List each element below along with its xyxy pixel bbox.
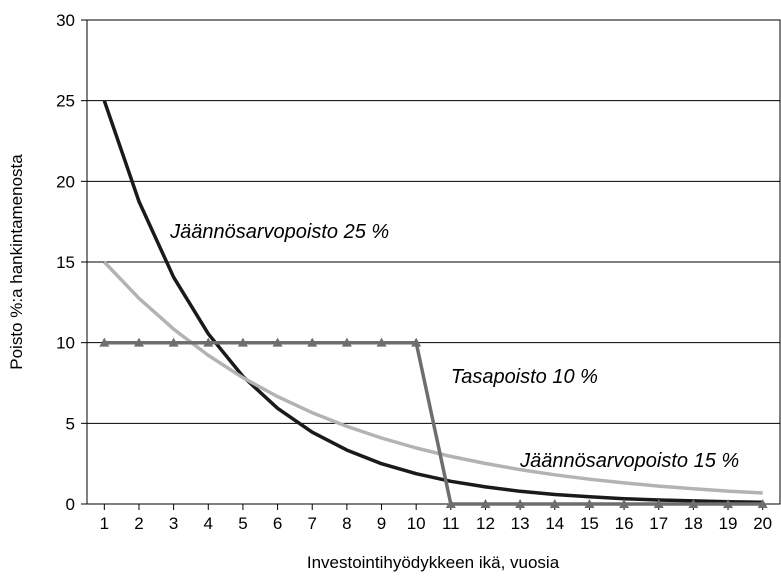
series-point-marker [515,499,526,508]
series-point-marker [723,499,734,508]
x-tick-label: 16 [615,514,634,533]
series-line [103,260,763,495]
series-point-marker [549,499,560,508]
x-axis-title: Investointihyödykkeen ikä, vuosia [307,553,560,572]
y-axis-title: Poisto %:a hankintamenosta [7,154,26,370]
series-point-marker [99,337,110,347]
series-point-marker [480,499,491,508]
y-tick-label: 25 [56,92,75,111]
series-point-marker [341,337,352,347]
x-tick-label: 3 [169,514,178,533]
series-point-marker [653,499,664,508]
series-point-marker [168,337,179,347]
x-axis-ticks: 1 2 3 4 5 6 7 8 9 10 11 12 13 14 15 16 17 18 19 20 [100,504,772,533]
annotations: Jäännösarvopoisto 25 % Tasapoisto 10 % Jää… [169,221,739,472]
x-tick-label: 8 [342,514,351,533]
y-tick-label: 0 [66,495,75,514]
x-tick-label: 4 [204,514,213,533]
y-tick-label: 30 [56,11,75,30]
series-point-marker [619,499,630,508]
x-tick-label: 6 [273,514,282,533]
series-annotation: Jäännösarvopoisto 15 % [519,450,739,472]
x-tick-label: 10 [407,514,426,533]
x-tick-label: 20 [753,514,772,533]
series-annotation: Jäännösarvopoisto 25 % [169,221,389,243]
x-tick-label: 11 [442,514,460,533]
y-tick-label: 10 [56,334,75,353]
y-tick-label: 5 [66,414,75,433]
x-tick-label: 19 [719,514,738,533]
x-tick-label: 14 [545,514,564,533]
series-point-marker [133,337,144,347]
x-tick-label: 9 [377,514,386,533]
x-tick-label: 15 [580,514,599,533]
series-group [99,337,768,508]
series-point-marker [203,337,214,347]
series-point-marker [237,337,248,347]
series-group [103,260,763,495]
series-annotation: Tasapoisto 10 % [451,366,598,388]
series-point-marker [411,337,422,347]
y-axis-ticks: 0 5 10 15 20 25 30 [56,11,87,514]
series-lines [99,100,768,508]
x-tick-label: 13 [511,514,530,533]
series-point-marker [688,499,699,508]
series-point-marker [584,499,595,508]
x-tick-label: 7 [307,514,316,533]
x-tick-label: 17 [649,514,668,533]
x-tick-label: 12 [476,514,495,533]
series-point-marker [376,337,387,347]
x-tick-label: 5 [238,514,247,533]
series-point-marker [307,337,318,347]
y-tick-label: 20 [56,172,75,191]
series-point-marker [445,499,456,508]
series-point-marker [757,499,768,508]
x-tick-label: 1 [100,514,109,533]
x-tick-label: 18 [684,514,703,533]
y-tick-label: 15 [56,253,75,272]
series-group [102,100,763,504]
x-tick-label: 2 [134,514,143,533]
series-line [104,340,763,506]
series-point-marker [272,337,283,347]
grid-lines [87,100,780,424]
series-line [102,100,763,504]
